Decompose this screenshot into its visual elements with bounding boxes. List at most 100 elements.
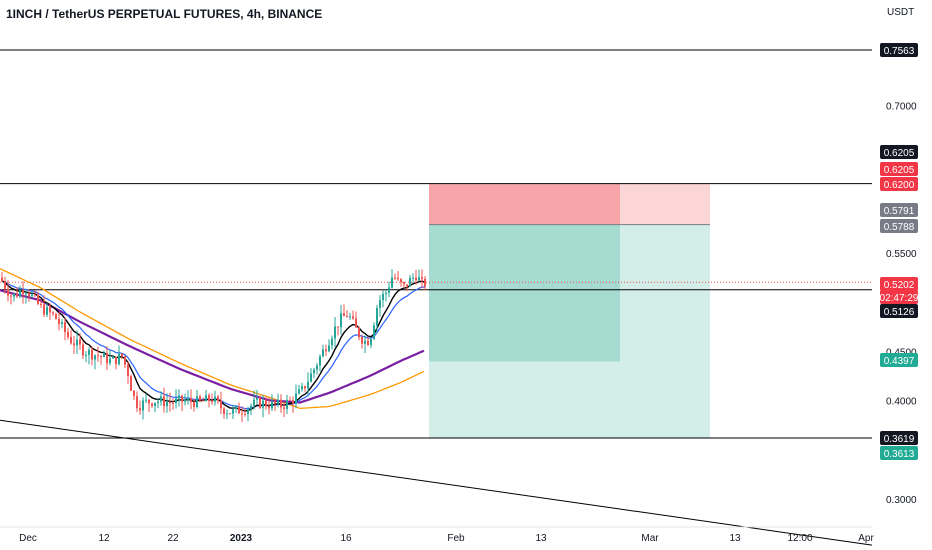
candle-body	[400, 279, 402, 283]
ma-orange-line	[0, 268, 425, 410]
candle-body	[328, 345, 330, 352]
position-zones[interactable]	[429, 184, 710, 439]
candle-body	[403, 282, 405, 285]
candle-body	[322, 349, 324, 357]
candle-body	[85, 355, 87, 357]
candle-body	[109, 358, 111, 364]
candle-body	[163, 396, 165, 407]
candle-body	[151, 403, 153, 407]
drawn-levels[interactable]	[0, 49, 873, 546]
candle-body	[76, 339, 78, 346]
price-tag-bg	[880, 145, 918, 159]
candle-body	[418, 277, 420, 281]
price-tag: 0.5788	[880, 219, 918, 233]
price-tag-text: 0.5791	[884, 206, 915, 217]
candle-body	[46, 307, 48, 315]
time-tick-label: Feb	[447, 533, 465, 544]
candle-body	[145, 399, 147, 401]
price-tag-text: 0.3619	[884, 434, 915, 445]
candle-body	[4, 280, 6, 289]
candle-body	[292, 400, 294, 404]
candle-body	[226, 413, 228, 415]
candle-body	[34, 294, 36, 296]
time-tick-label: 16	[340, 533, 352, 544]
candle-body	[7, 288, 9, 296]
price-tag: 0.3619	[880, 431, 918, 445]
time-tick-label: 22	[167, 533, 179, 544]
countdown-text: 02:47:29	[880, 293, 919, 304]
candle-body	[229, 413, 231, 415]
time-tick-label: 13	[729, 533, 741, 544]
candle-body	[70, 337, 72, 344]
price-tick-label: 0.7000	[886, 101, 917, 112]
target-zone-1	[429, 224, 620, 362]
price-tag: 0.5126	[880, 304, 918, 318]
candle-body	[340, 313, 342, 328]
price-tag-text: 0.5788	[884, 222, 915, 233]
candle-body	[19, 290, 21, 297]
candle-body	[424, 278, 426, 287]
candle-body	[274, 401, 276, 404]
candle-body	[343, 313, 345, 317]
candle-body	[301, 386, 303, 390]
candle-body	[121, 353, 123, 357]
candle-body	[409, 277, 411, 287]
candle-body	[385, 292, 387, 294]
candle-body	[304, 386, 306, 389]
candle-body	[223, 408, 225, 415]
trendline	[0, 419, 873, 546]
candle-body	[412, 277, 414, 279]
candle-body	[421, 277, 423, 279]
candle-body	[61, 322, 63, 324]
price-tag-bg	[880, 177, 918, 191]
candle-body	[370, 339, 372, 346]
price-tag-text: 0.6205	[884, 148, 915, 159]
price-tag: 0.6205	[880, 145, 918, 159]
candle-body	[214, 396, 216, 402]
candle-body	[325, 349, 327, 352]
candle-body	[331, 338, 333, 346]
target-zone-2	[429, 361, 620, 439]
candle-body	[94, 355, 96, 360]
price-tick-label: 0.4500	[886, 347, 917, 358]
candle-body	[124, 356, 126, 365]
candle-body	[391, 277, 393, 288]
price-tick-label: 0.4000	[886, 397, 917, 408]
candle-body	[82, 344, 84, 356]
time-tick-label: Apr	[858, 533, 874, 544]
target-zone-ext	[620, 224, 710, 439]
candle-body	[37, 294, 39, 304]
candle-body	[394, 277, 396, 279]
candle-body	[127, 364, 129, 377]
candle-body	[1, 277, 3, 281]
candle-body	[352, 316, 354, 319]
chart-title: 1INCH / TetherUS PERPETUAL FUTURES, 4h, …	[6, 7, 323, 21]
price-tag-bg	[880, 353, 918, 367]
candle-body	[307, 381, 309, 389]
candle-body	[118, 353, 120, 365]
time-axis[interactable]: Dec 12 22 2023 16 Feb 13 Mar 13 12:00 Apr	[0, 526, 874, 544]
candle-body	[88, 349, 90, 356]
candle-body	[49, 307, 51, 313]
candle-body	[244, 413, 246, 415]
candle-body	[169, 402, 171, 404]
candle-body	[361, 337, 363, 344]
candle-body	[106, 353, 108, 364]
candle-body	[415, 277, 417, 281]
time-tick-label: 12	[98, 533, 110, 544]
price-tag: 0.4397	[880, 353, 918, 367]
price-tag-text: 0.7563	[884, 46, 915, 57]
price-tag-text: 0.5202	[884, 280, 915, 291]
time-tick-label: 12:00	[787, 533, 812, 544]
candle-body	[55, 313, 57, 319]
price-tag: 0.6205	[880, 162, 918, 176]
candle-body	[211, 400, 213, 402]
candle-body	[397, 277, 399, 280]
candle-body	[154, 402, 156, 407]
candle-body	[115, 356, 117, 365]
price-tag-bg	[880, 446, 918, 460]
candle-body	[193, 401, 195, 407]
price-tag-bg	[880, 203, 918, 217]
price-axis[interactable]: 0.7000 0.5500 0.4500 0.4000 0.3000	[886, 101, 917, 506]
